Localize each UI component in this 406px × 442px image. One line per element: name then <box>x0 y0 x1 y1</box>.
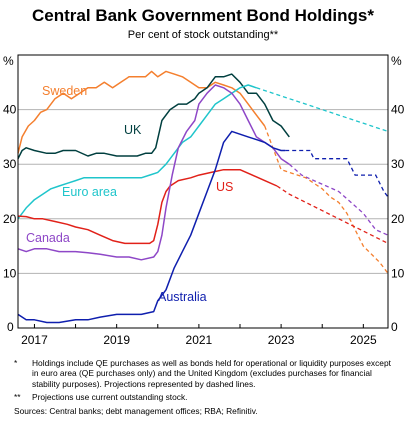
footnote-text: Projections use current outstanding stoc… <box>32 392 188 403</box>
y-tick-label-right: 10 <box>391 266 405 280</box>
series-projection-line <box>264 125 389 274</box>
series-line <box>17 70 266 154</box>
footnote: ** Projections use current outstanding s… <box>14 392 398 402</box>
y-tick-label-left: 30 <box>3 157 17 171</box>
series-line <box>17 73 290 160</box>
series-projection-line <box>276 185 389 244</box>
y-tick-label-left: 0 <box>7 320 14 334</box>
series-projection-line <box>256 87 389 133</box>
series-label: Australia <box>158 290 207 304</box>
chart-title: Central Bank Government Bond Holdings* <box>32 6 374 25</box>
footnote-mark: * <box>14 358 18 368</box>
footnote-text: Holdings include QE purchases as well as… <box>32 358 391 389</box>
y-tick-label-right: 0 <box>391 320 398 334</box>
series-line <box>17 168 278 245</box>
y-tick-label-left: 20 <box>3 212 17 226</box>
x-tick-label: 2025 <box>350 333 377 347</box>
x-tick-label: 2017 <box>21 333 48 347</box>
series-line <box>17 84 290 261</box>
y-tick-label-left: 10 <box>3 266 17 280</box>
series-line <box>17 84 257 220</box>
series-projection-line <box>288 163 389 236</box>
series-line <box>17 130 286 324</box>
series-label: Sweden <box>42 84 87 98</box>
footnote: * Holdings include QE purchases as well … <box>14 358 398 389</box>
chart-subtitle: Per cent of stock outstanding** <box>127 29 279 41</box>
series-label: Euro area <box>62 185 117 199</box>
footnotes: * Holdings include QE purchases as well … <box>14 358 398 416</box>
x-tick-label: 2023 <box>268 333 295 347</box>
line-chart: 0 0 10 10 20 20 30 30 40 40% % Sweden UK Euro area US C… <box>3 54 405 347</box>
series-label: UK <box>124 123 142 137</box>
x-tick-label: 2021 <box>186 333 213 347</box>
y-tick-label-right: 20 <box>391 212 405 226</box>
y-unit-label-right: % <box>391 54 402 68</box>
series-projection-line <box>285 149 389 198</box>
series-label: US <box>216 180 233 194</box>
x-tick-label: 2019 <box>103 333 130 347</box>
footnote-mark: ** <box>14 392 21 403</box>
series-label: Canada <box>26 231 70 245</box>
y-unit-label-left: % <box>3 54 14 68</box>
y-tick-label-left: 40 <box>3 103 17 117</box>
plot-frame <box>17 54 389 329</box>
sources-note: Sources: Central banks; debt management … <box>14 405 258 416</box>
y-tick-label-right: 40 <box>391 103 405 117</box>
y-tick-label-right: 30 <box>391 157 405 171</box>
